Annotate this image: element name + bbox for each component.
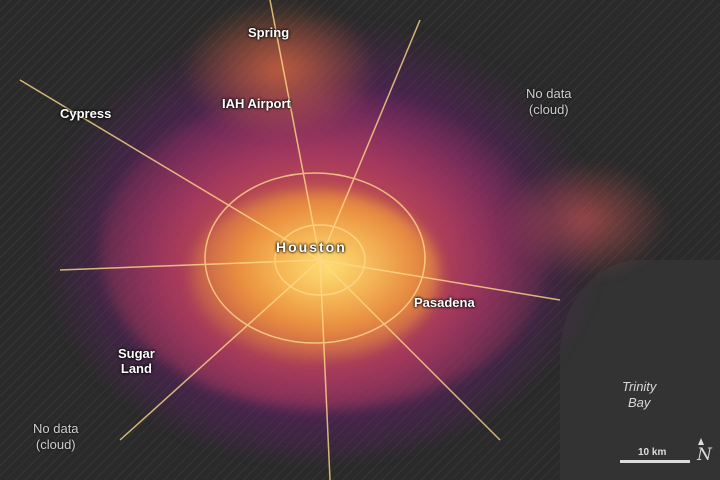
label-no-data-northeast: No data (cloud) — [526, 86, 572, 117]
scale-bar — [620, 460, 690, 463]
north-arrow-icon — [698, 438, 704, 445]
label-sugar-land: Sugar Land — [118, 346, 155, 376]
label-no-data-southwest: No data (cloud) — [33, 421, 79, 452]
east-glow — [500, 160, 670, 280]
label-spring: Spring — [248, 25, 290, 40]
label-pasadena: Pasadena — [414, 295, 475, 310]
scale-bar-label: 10 km — [638, 447, 667, 458]
label-trinity-bay: Trinity Bay — [622, 379, 657, 410]
north-symbol: N — [697, 445, 712, 465]
north-glow — [180, 0, 380, 140]
label-iah-airport: IAH Airport — [222, 96, 291, 111]
label-houston: Houston — [276, 239, 347, 255]
urban-glow-core — [190, 190, 440, 360]
label-cypress: Cypress — [60, 106, 112, 121]
